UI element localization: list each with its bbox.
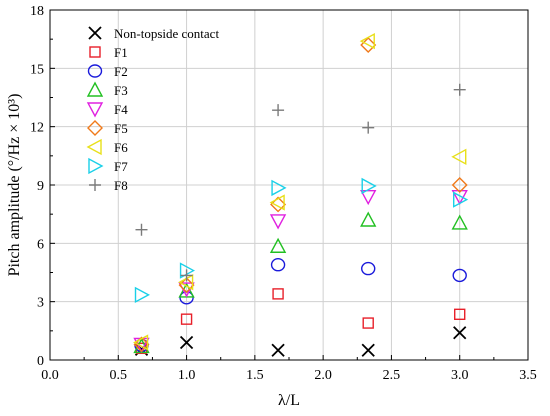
data-point <box>453 326 467 340</box>
x-tick-label: 0.0 <box>41 368 59 383</box>
legend-label: F3 <box>114 83 128 98</box>
data-point <box>361 343 375 357</box>
y-tick-label: 3 <box>37 296 44 311</box>
legend-marker <box>86 81 104 97</box>
data-point <box>270 196 287 213</box>
data-point <box>133 334 149 351</box>
legend-label: F1 <box>114 45 128 60</box>
data-point <box>360 211 377 227</box>
data-point <box>133 336 150 353</box>
x-tick-label: 2.5 <box>383 368 401 383</box>
data-point <box>451 214 468 230</box>
data-point <box>180 269 193 282</box>
x-axis-ticks: 0.0 0.5 1.0 1.5 2.0 2.5 3.0 3.5 <box>41 355 537 383</box>
data-point <box>269 214 287 230</box>
data-point <box>179 335 194 350</box>
x-tick-label: 1.5 <box>246 368 264 383</box>
legend: Non-topside contact F1 F2 F3 F4 F5 F6 F7 F8 <box>86 26 219 193</box>
y-tick-label: 15 <box>30 62 44 77</box>
legend-marker <box>86 102 104 118</box>
data-point <box>453 83 466 96</box>
data-point <box>180 313 193 325</box>
data-point <box>362 121 375 134</box>
grid-lines <box>50 10 528 360</box>
data-point <box>451 177 468 193</box>
x-tick-label: 3.5 <box>519 368 537 383</box>
legend-item: F2 <box>87 64 128 79</box>
data-point <box>452 268 467 283</box>
data-point <box>362 317 374 329</box>
legend-marker <box>89 46 101 58</box>
legend-marker <box>88 157 104 175</box>
y-tick-label: 6 <box>37 237 44 252</box>
legend-marker <box>89 179 101 191</box>
data-points <box>133 32 469 357</box>
series-f4 <box>133 189 468 353</box>
x-tick-label: 0.5 <box>110 368 128 383</box>
data-point <box>134 286 150 304</box>
data-point <box>269 237 287 253</box>
data-point <box>361 261 376 276</box>
data-point <box>361 177 377 195</box>
series-f8 <box>135 83 466 282</box>
legend-marker <box>87 64 103 78</box>
data-point <box>451 148 467 165</box>
y-axis-label: Pitch amplitude (°/Hz × 10³) <box>6 94 23 277</box>
series-f6 <box>133 32 467 351</box>
data-point <box>359 32 375 50</box>
legend-marker <box>86 138 102 156</box>
legend-label: F2 <box>114 64 128 79</box>
legend-item: F3 <box>86 81 128 98</box>
legend-label: F5 <box>114 121 128 136</box>
series-f5 <box>133 37 468 353</box>
y-tick-label: 18 <box>30 4 44 19</box>
x-tick-label: 1.0 <box>178 368 196 383</box>
data-point <box>453 191 469 208</box>
legend-item: Non-topside contact <box>88 26 219 41</box>
legend-label: F8 <box>114 178 128 193</box>
data-point <box>272 104 285 117</box>
y-tick-label: 12 <box>30 121 44 136</box>
legend-item: F4 <box>86 102 128 118</box>
data-point <box>454 308 466 321</box>
legend-label: Non-topside contact <box>114 26 219 41</box>
legend-label: F7 <box>114 159 128 174</box>
data-point <box>271 179 287 197</box>
legend-marker <box>88 26 102 40</box>
data-point <box>272 288 284 300</box>
legend-item: F7 <box>88 157 128 175</box>
x-tick-label: 3.0 <box>451 368 469 383</box>
plot-frame <box>49 9 529 361</box>
y-tick-label: 9 <box>37 179 44 194</box>
y-tick-label: 0 <box>37 354 44 369</box>
x-axis-label: λ/L <box>278 392 300 409</box>
legend-item: F1 <box>89 45 128 60</box>
data-point <box>360 189 377 206</box>
data-point <box>135 223 148 236</box>
legend-label: F4 <box>114 102 128 117</box>
data-point <box>270 258 286 272</box>
series-f2 <box>134 258 467 353</box>
x-tick-label: 2.0 <box>314 368 332 383</box>
legend-item: F6 <box>86 138 128 156</box>
data-point <box>271 343 285 357</box>
legend-item: F8 <box>89 178 128 193</box>
y-axis-ticks: 0 3 6 9 12 15 18 <box>30 4 55 369</box>
data-point <box>269 194 285 211</box>
legend-marker <box>87 120 103 136</box>
legend-item: F5 <box>87 120 128 136</box>
series-non-topside-contact <box>134 326 467 357</box>
legend-label: F6 <box>114 140 128 155</box>
